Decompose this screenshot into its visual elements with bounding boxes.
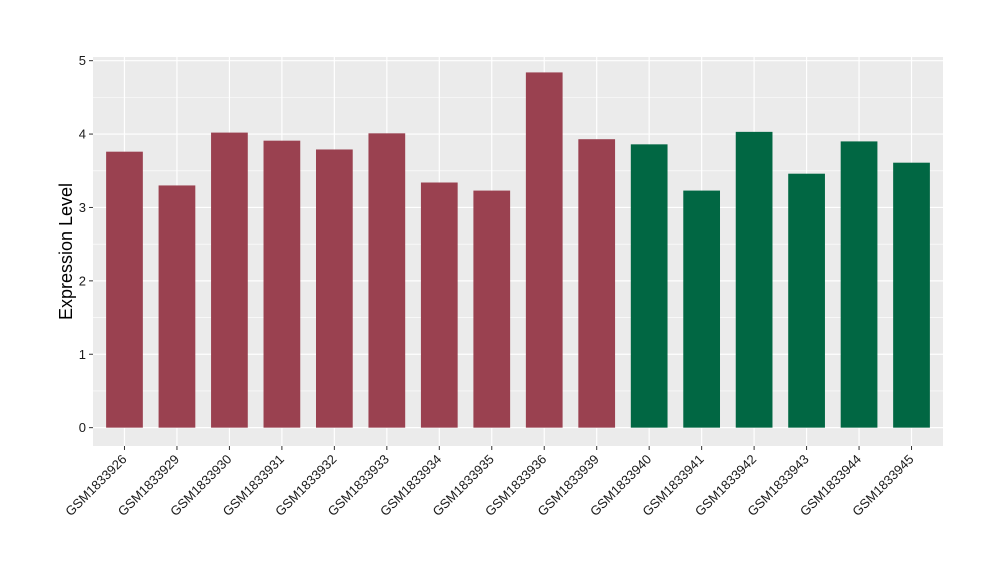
y-tick-label: 3 (79, 200, 86, 215)
bar (683, 190, 721, 428)
bar (158, 185, 196, 428)
y-tick-label: 1 (79, 347, 86, 362)
bars (106, 72, 930, 428)
bar (473, 190, 511, 428)
bar (735, 131, 773, 428)
bar (630, 144, 668, 428)
y-tick-label: 4 (79, 127, 86, 142)
y-axis-title: Expression Level (56, 183, 76, 320)
bar (315, 149, 353, 428)
bar (263, 140, 301, 428)
y-tick-label: 0 (79, 420, 86, 435)
bar (525, 72, 563, 428)
y-tick-label: 2 (79, 273, 86, 288)
bar (578, 139, 616, 428)
bar (368, 133, 406, 428)
bar (420, 182, 458, 428)
x-axis: GSM1833926GSM1833929GSM1833930GSM1833931… (62, 446, 917, 519)
bar (211, 132, 248, 428)
bar (788, 173, 825, 428)
bar (893, 162, 930, 428)
bar (840, 141, 878, 428)
y-tick-label: 5 (79, 53, 86, 68)
y-axis: 0 1 2 3 4 5 (79, 53, 93, 435)
bar (106, 151, 143, 428)
